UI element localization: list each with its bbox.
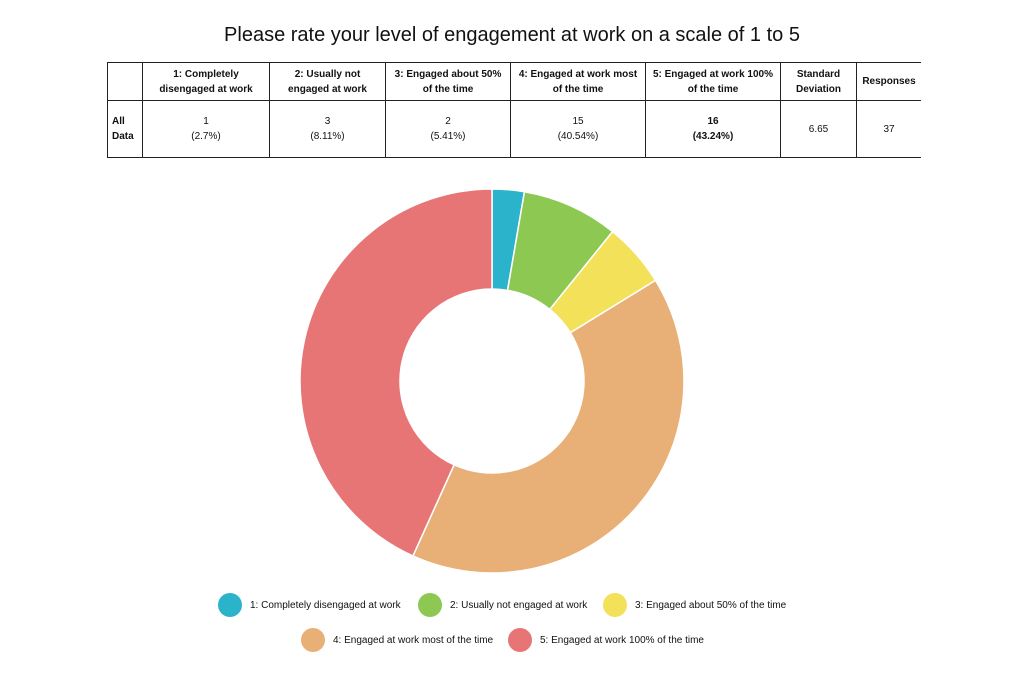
- legend-swatch: [301, 628, 325, 652]
- legend-swatch: [603, 593, 627, 617]
- donut-slice-4: [411, 279, 685, 574]
- table-header-cell: Standard Deviation: [780, 62, 857, 101]
- cell-count: 3: [324, 116, 331, 127]
- chart-title: Please rate your level of engagement at …: [224, 24, 800, 46]
- responses-cell: 37: [856, 100, 921, 158]
- legend-item: 5: Engaged at work 100% of the time: [508, 627, 704, 653]
- legend-swatch: [218, 593, 242, 617]
- cell-count: 2: [445, 116, 451, 127]
- legend-label: 4: Engaged at work most of the time: [333, 634, 494, 646]
- legend-label: 1: Completely disengaged at work: [250, 599, 401, 611]
- table-cell: 15 (40.54%): [510, 100, 646, 158]
- donut-slice-5: [299, 188, 493, 557]
- cell-percent: (5.41%): [430, 131, 466, 142]
- legend-label: 5: Engaged at work 100% of the time: [540, 634, 704, 646]
- stats-table: 1: Completely disengaged at work 2: Usua…: [107, 62, 921, 158]
- legend-label: 3: Engaged about 50% of the time: [635, 599, 787, 611]
- table-header-cell: 1: Completely disengaged at work: [142, 62, 270, 101]
- cell-count: 1: [203, 116, 209, 127]
- cell-count: 16: [707, 116, 719, 127]
- legend-swatch: [418, 593, 442, 617]
- cell-percent: (40.54%): [557, 131, 599, 142]
- cell-count: 15: [572, 116, 584, 127]
- table-header-cell: 5: Engaged at work 100% of the time: [645, 62, 781, 101]
- legend-label: 2: Usually not engaged at work: [450, 599, 588, 611]
- table-row: All Data 1 (2.7%) 3 (8.11%) 2 (5.41%) 15…: [107, 100, 921, 158]
- legend-swatch: [508, 628, 532, 652]
- legend-item: 2: Usually not engaged at work: [418, 592, 587, 618]
- table-header-cell: Responses: [856, 62, 921, 101]
- table-cell: 2 (5.41%): [385, 100, 511, 158]
- table-cell: 16 (43.24%): [645, 100, 781, 158]
- legend-item: 1: Completely disengaged at work: [218, 592, 401, 618]
- legend-item: 4: Engaged at work most of the time: [301, 627, 493, 653]
- table-header-cell: 2: Usually not engaged at work: [269, 62, 386, 101]
- table-header-row: 1: Completely disengaged at work 2: Usua…: [107, 62, 921, 101]
- std-dev-cell: 6.65: [780, 100, 857, 158]
- cell-percent: (2.7%): [191, 131, 221, 142]
- cell-percent: (43.24%): [692, 131, 734, 142]
- legend-item: 3: Engaged about 50% of the time: [603, 592, 786, 618]
- cell-percent: (8.11%): [310, 131, 345, 142]
- table-cell: 3 (8.11%): [269, 100, 386, 158]
